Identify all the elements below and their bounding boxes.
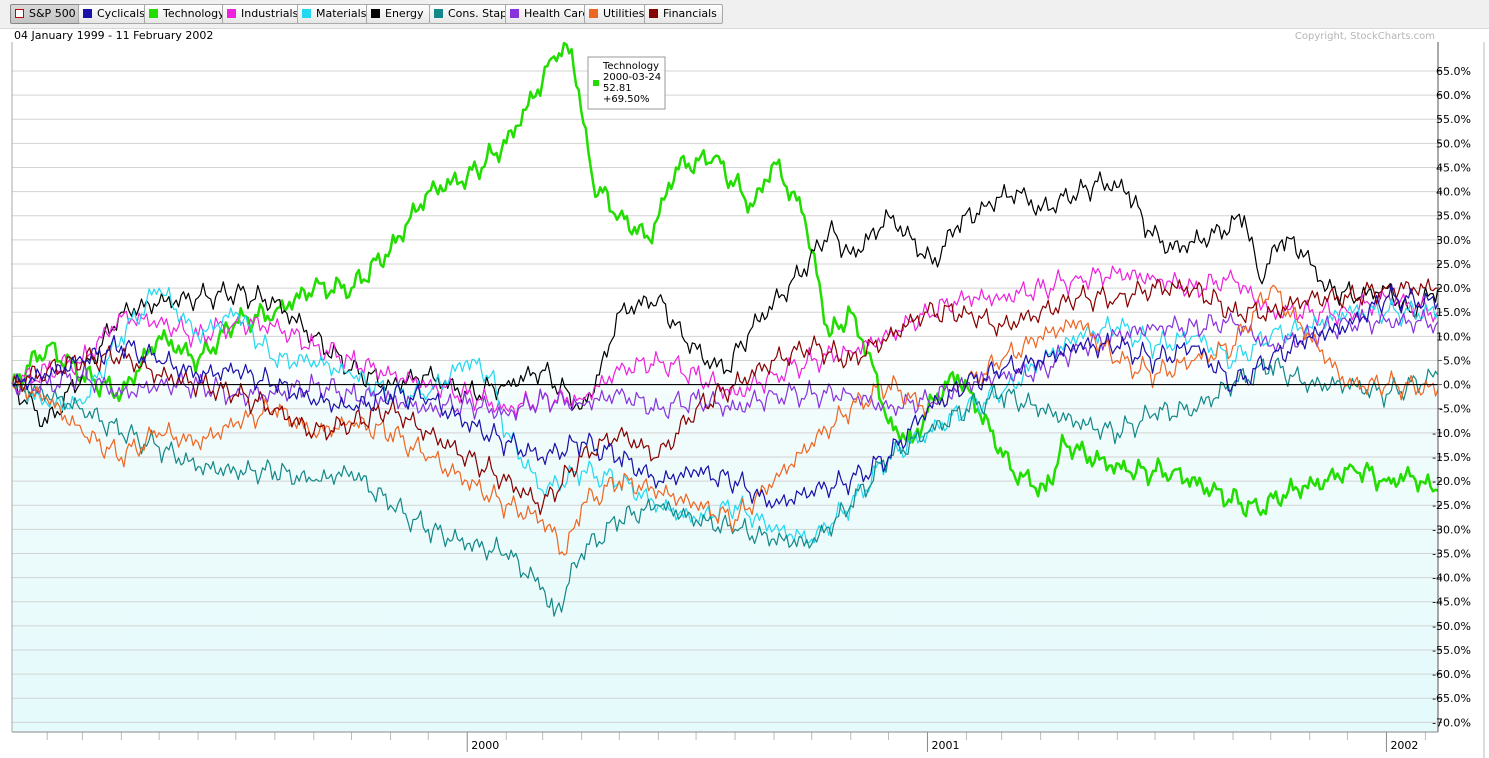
tooltip-date: 2000-03-24 xyxy=(603,72,661,83)
tooltip-value: 52.81 xyxy=(603,83,632,94)
legend-button-financials[interactable]: Financials xyxy=(644,4,723,24)
legend-swatch xyxy=(371,9,380,18)
series-line-financials xyxy=(11,278,1439,516)
legend-button-energy[interactable]: Energy xyxy=(366,4,430,24)
legend-button-utilities[interactable]: Utilities xyxy=(584,4,651,24)
y-tick-label: 60.0% xyxy=(1436,89,1471,102)
legend-label: Financials xyxy=(663,7,717,20)
legend-button-technology[interactable]: Technology xyxy=(144,4,231,24)
y-tick-label: 0.0% xyxy=(1443,379,1471,392)
y-tick-label: 20.0% xyxy=(1436,282,1471,295)
legend-label: Industrials xyxy=(241,7,299,20)
legend-swatch xyxy=(434,9,443,18)
legend-label: S&P 500 xyxy=(29,7,76,20)
x-tick-label: 2002 xyxy=(1390,739,1418,752)
series-line-energy xyxy=(11,171,1439,428)
legend-label: Materials xyxy=(316,7,367,20)
y-tick-label: -45.0% xyxy=(1432,596,1471,609)
legend-button-s-p-500[interactable]: S&P 500 xyxy=(10,4,82,24)
legend-label: Cyclicals xyxy=(97,7,145,20)
legend-button-materials[interactable]: Materials xyxy=(297,4,373,24)
y-tick-label: 40.0% xyxy=(1436,186,1471,199)
y-tick-label: 30.0% xyxy=(1436,234,1471,247)
y-tick-label: -35.0% xyxy=(1432,547,1471,560)
tooltip-box xyxy=(587,56,666,110)
y-tick-label: -15.0% xyxy=(1432,451,1471,464)
tooltip-change: +69.50% xyxy=(603,94,650,105)
legend-label: Technology xyxy=(163,7,225,20)
data-tooltip: Technology 2000-03-24 52.81 +69.50% xyxy=(587,56,666,110)
y-tick-label: -70.0% xyxy=(1432,716,1471,729)
y-tick-label: 45.0% xyxy=(1436,161,1471,174)
y-tick-label: -25.0% xyxy=(1432,499,1471,512)
legend-label: Utilities xyxy=(603,7,645,20)
y-tick-label: -5.0% xyxy=(1439,403,1471,416)
series-line-utilities xyxy=(11,284,1439,556)
y-tick-label: 55.0% xyxy=(1436,113,1471,126)
series-line-materials xyxy=(11,286,1439,544)
y-tick-label: 35.0% xyxy=(1436,210,1471,223)
x-tick-label: 2000 xyxy=(471,739,499,752)
legend-button-industrials[interactable]: Industrials xyxy=(222,4,305,24)
plot-area xyxy=(12,42,1438,732)
series-line-industrials xyxy=(11,265,1439,418)
tooltip-series: Technology xyxy=(602,61,659,72)
y-tick-label: -30.0% xyxy=(1432,523,1471,536)
y-tick-label: 25.0% xyxy=(1436,258,1471,271)
legend-swatch xyxy=(227,9,236,18)
y-tick-label: 65.0% xyxy=(1436,65,1471,78)
y-tick-label: 10.0% xyxy=(1436,330,1471,343)
legend-label: Energy xyxy=(385,7,424,20)
legend-swatch xyxy=(649,9,658,18)
legend-swatch xyxy=(83,9,92,18)
y-tick-label: 5.0% xyxy=(1443,354,1471,367)
series-line-cyclicals xyxy=(11,283,1439,509)
legend-swatch xyxy=(589,9,598,18)
tooltip-swatch xyxy=(593,80,599,86)
y-tick-label: -50.0% xyxy=(1432,620,1471,633)
legend-button-health-care[interactable]: Health Care xyxy=(505,4,596,24)
relative-performance-chart: 65.0% 60.0% 55.0% 50.0% 45.0% 40.0% 35.0% 30.0%… xyxy=(10,29,1485,758)
date-range-label: 04 January 1999 - 11 February 2002 xyxy=(14,29,213,42)
series-line-cons-staples xyxy=(11,357,1439,617)
legend-swatch xyxy=(149,9,158,18)
y-tick-label: -65.0% xyxy=(1432,692,1471,705)
legend-swatch xyxy=(15,9,24,18)
axes: 65.0% 60.0% 55.0% 50.0% 45.0% 40.0% 35.0% 30.0%… xyxy=(11,42,1485,758)
legend-label: Health Care xyxy=(524,7,590,20)
y-tick-label: -60.0% xyxy=(1432,668,1471,681)
y-tick-label: 50.0% xyxy=(1436,137,1471,150)
series-line-health-care xyxy=(11,308,1439,421)
series-line-technology xyxy=(10,41,1439,518)
legend-swatch xyxy=(510,9,519,18)
legend-label: Cons. Staples xyxy=(448,7,523,20)
legend-toolbar: S&P 500 Cyclicals Technology Industrials Mat… xyxy=(0,0,1489,29)
y-tick-label: -40.0% xyxy=(1432,572,1471,585)
x-tick-label: 2001 xyxy=(931,739,959,752)
y-tick-label: -20.0% xyxy=(1432,475,1471,488)
legend-swatch xyxy=(302,9,311,18)
y-tick-label: 15.0% xyxy=(1436,306,1471,319)
copyright-label: Copyright, StockCharts.com xyxy=(1295,31,1435,42)
y-tick-label: -10.0% xyxy=(1432,427,1471,440)
y-tick-label: -55.0% xyxy=(1432,644,1471,657)
legend-button-cyclicals[interactable]: Cyclicals xyxy=(78,4,151,24)
legend-button-cons-staples[interactable]: Cons. Staples xyxy=(429,4,529,24)
series-lines xyxy=(10,41,1439,617)
